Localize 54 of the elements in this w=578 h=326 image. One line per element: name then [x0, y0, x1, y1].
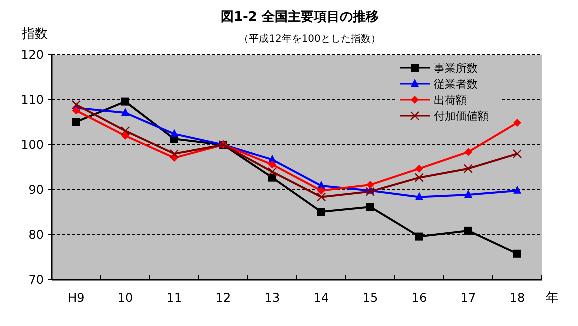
legend-label: 付加価値額 [434, 110, 489, 123]
point [464, 164, 474, 174]
point [170, 129, 178, 138]
y-tick-label: 70 [28, 273, 44, 287]
point [416, 164, 424, 173]
point [268, 174, 276, 182]
point [318, 186, 326, 195]
x-tick-label: 16 [412, 291, 428, 305]
y-tick-label: 110 [21, 93, 44, 107]
point [72, 106, 80, 115]
point [122, 108, 130, 116]
x-axis-title: 年 [546, 291, 559, 306]
point [464, 190, 472, 198]
y-tick-label: 80 [28, 228, 44, 242]
point [366, 187, 376, 196]
y-tick-label: 90 [28, 183, 44, 197]
point [120, 126, 130, 136]
x-tick-label: 14 [314, 291, 330, 305]
legend-label: 出荷額 [434, 94, 467, 107]
x-tick-label: 12 [216, 291, 232, 305]
chart-subtitle: （平成12年を100とした指数） [239, 33, 381, 45]
point [122, 132, 130, 140]
point [268, 167, 278, 177]
point [318, 208, 326, 216]
chart-title: 図1-2 全国主要項目の推移 [220, 9, 380, 25]
point [170, 149, 180, 159]
x-tick-label: 13 [264, 291, 280, 305]
point [366, 181, 374, 190]
point [366, 203, 374, 212]
point [316, 192, 326, 202]
legend-label: 事業所数 [434, 62, 478, 75]
y-tick-label: 120 [21, 48, 44, 62]
point [72, 118, 80, 126]
point [514, 250, 522, 258]
legend-label: 従業者数 [434, 78, 478, 91]
x-tick-label: H9 [68, 291, 85, 305]
point [514, 186, 522, 194]
point [512, 149, 522, 159]
y-tick-label: 100 [21, 138, 44, 152]
y-axis-title: 指数 [21, 27, 48, 42]
point [464, 148, 472, 156]
point [268, 160, 276, 169]
x-tick-label: 10 [118, 291, 134, 305]
x-tick-label: 17 [460, 291, 476, 305]
point [122, 98, 130, 106]
point [416, 232, 424, 241]
point [416, 192, 424, 200]
x-tick-label: 11 [166, 291, 182, 305]
point [414, 173, 424, 182]
point [72, 100, 82, 110]
x-tick-label: 15 [362, 291, 378, 305]
point [514, 118, 522, 127]
point [464, 226, 472, 235]
x-tick-label: 18 [510, 291, 526, 305]
